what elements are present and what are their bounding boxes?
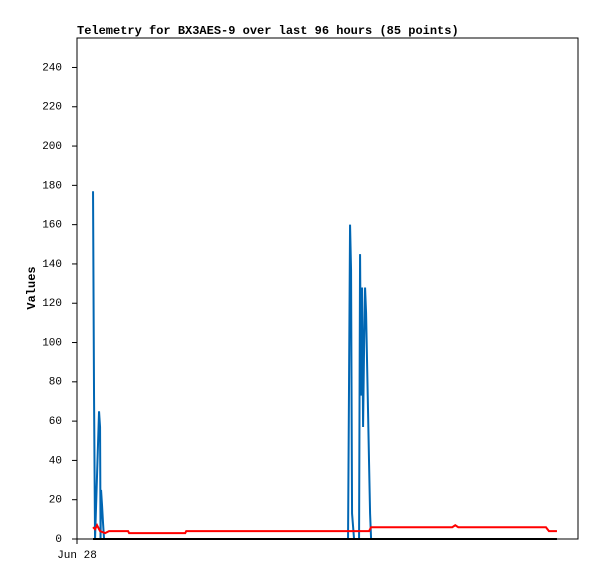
y-tick-label: 240 [42, 62, 62, 74]
y-tick-label: 60 [49, 416, 62, 428]
y-tick-label: 0 [55, 534, 62, 546]
y-axis-label: Values [25, 266, 39, 309]
y-tick-label: 200 [42, 141, 62, 153]
chart-title: Telemetry for BX3AES-9 over last 96 hour… [77, 24, 459, 38]
y-tick-label: 160 [42, 220, 62, 232]
y-tick-label: 220 [42, 102, 62, 114]
y-tick-label: 80 [49, 377, 62, 389]
series-line [92, 523, 557, 535]
y-tick-label: 140 [42, 259, 62, 271]
y-tick-label: 20 [49, 495, 62, 507]
series-line [92, 191, 557, 540]
y-tick-label: 120 [42, 298, 62, 310]
y-tick-label: 100 [42, 337, 62, 349]
x-tick-label: Jun 28 [57, 550, 97, 562]
y-tick-label: 40 [49, 455, 62, 467]
y-tick-label: 180 [42, 180, 62, 192]
